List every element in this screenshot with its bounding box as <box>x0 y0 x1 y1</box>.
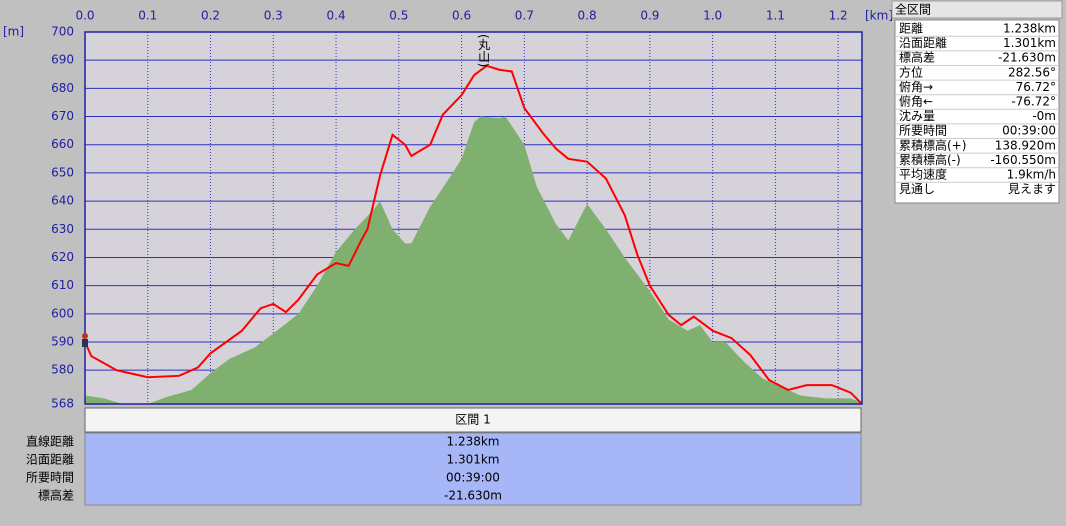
x-tick-label: 1.0 <box>703 9 722 23</box>
panel-value: 282.56° <box>1008 65 1056 79</box>
x-tick-label: 0.9 <box>640 9 659 23</box>
y-tick-label: 620 <box>51 250 74 264</box>
x-tick-label: 0.2 <box>201 9 220 23</box>
x-tick-label: 1.2 <box>829 9 848 23</box>
y-tick-label: 600 <box>51 306 74 320</box>
plot-frame <box>84 31 863 405</box>
ground-area <box>85 116 862 404</box>
panel-value: 00:39:00 <box>1002 124 1056 138</box>
y-axis-label: [m] <box>3 25 24 39</box>
x-tick-label: 0.7 <box>515 9 534 23</box>
table-header: 区間 1 <box>455 413 490 427</box>
x-tick-label: 0.3 <box>264 9 283 23</box>
panel-value: 見えます <box>1008 182 1056 196</box>
panel-label: 方位 <box>899 64 923 79</box>
panel-value: 1.9km/h <box>1007 168 1056 182</box>
y-tick-label: 670 <box>51 109 74 123</box>
panel-label: 所要時間 <box>899 124 947 138</box>
panel-value: -0m <box>1032 109 1056 123</box>
row-value: -21.630m <box>444 489 502 503</box>
row-value: 1.238km <box>447 435 500 449</box>
x-tick-label: 0.4 <box>327 9 346 23</box>
row-value: 1.301km <box>447 453 500 467</box>
y-tick-label: 660 <box>51 137 74 151</box>
hiker-icon <box>82 333 88 347</box>
panel-label: 俯角← <box>899 94 933 109</box>
x-tick-label: 0.0 <box>75 9 94 23</box>
panel-title-bar <box>891 0 1063 19</box>
row-label: 沿面距離 <box>26 453 74 467</box>
panel-label: 距離 <box>899 22 923 36</box>
panel-label: 俯角→ <box>899 79 933 94</box>
panel-label: 累積標高(-) <box>899 152 961 167</box>
x-tick-label: 1.1 <box>766 9 785 23</box>
y-tick-label: 590 <box>51 335 74 349</box>
panel-label: 累積標高(+) <box>899 137 966 152</box>
panel-value: 138.920m <box>995 138 1056 152</box>
y-tick-label: 680 <box>51 81 74 95</box>
table-header-cell <box>84 407 862 433</box>
y-tick-label: 640 <box>51 194 74 208</box>
x-tick-label: 0.8 <box>578 9 597 23</box>
panel-title: 全区間 <box>895 2 931 17</box>
y-tick-label: 630 <box>51 222 74 236</box>
panel-label: 沿面距離 <box>899 36 947 50</box>
row-label: 直線距離 <box>26 434 74 449</box>
y-tick-label: 568 <box>51 397 74 411</box>
y-tick-label: 700 <box>51 25 74 39</box>
panel-label: 平均速度 <box>899 167 947 182</box>
panel-value: -21.630m <box>998 51 1056 65</box>
y-tick-label: 610 <box>51 278 74 292</box>
y-tick-label: 690 <box>51 53 74 67</box>
y-tick-label: 650 <box>51 165 74 179</box>
x-tick-label: 0.6 <box>452 9 471 23</box>
panel-label: 標高差 <box>899 50 935 65</box>
route-line <box>84 64 863 405</box>
row-value: 00:39:00 <box>446 471 500 485</box>
x-tick-label: 0.5 <box>389 9 408 23</box>
panel-label: 見通し <box>899 182 935 196</box>
panel-label: 沈み量 <box>899 108 935 123</box>
panel-value: -160.550m <box>990 153 1056 167</box>
panel-value: 76.72° <box>1016 80 1056 94</box>
x-tick-label: 0.1 <box>138 9 157 23</box>
row-label: 所要時間 <box>26 471 74 485</box>
panel-value: 1.238km <box>1003 22 1056 36</box>
row-label: 標高差 <box>38 488 74 503</box>
section-table: 区間 1 <box>84 407 862 506</box>
y-tick-label: 580 <box>51 363 74 377</box>
x-axis-label: [km] <box>865 9 893 23</box>
table-body <box>84 432 862 506</box>
panel-value: -76.72° <box>1011 95 1056 109</box>
annotation: (丸山) <box>477 34 491 67</box>
panel-value: 1.301km <box>1003 36 1056 50</box>
